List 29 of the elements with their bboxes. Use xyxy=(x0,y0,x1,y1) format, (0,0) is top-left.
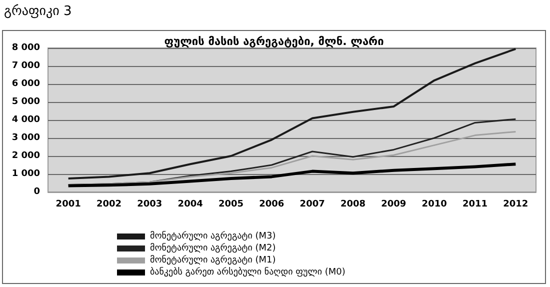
y-tick-label: 8 000 xyxy=(12,43,40,53)
legend-label: მონეტარული აგრეგატი (M1) xyxy=(150,254,276,266)
x-tick-label: 2001 xyxy=(56,200,81,210)
legend-label: მონეტარული აგრეგატი (M3) xyxy=(150,230,276,242)
x-tick-label: 2004 xyxy=(178,200,203,210)
y-tick-label: 6 000 xyxy=(12,79,40,89)
y-tick-label: 5 000 xyxy=(12,97,40,107)
text: გრაფიკი 3 xyxy=(4,4,72,19)
y-tick-label: 4 000 xyxy=(12,115,40,125)
y-tick-label: 7 000 xyxy=(12,61,40,71)
y-tick-label: 2 000 xyxy=(12,151,40,161)
chart-title: ფულის მასის აგრეგატები, მლნ. ლარი xyxy=(164,35,384,48)
x-tick-label: 2009 xyxy=(381,200,406,210)
x-tick-label: 2012 xyxy=(503,200,528,210)
y-tick-label: 1 000 xyxy=(12,169,40,179)
y-tick-label: 0 xyxy=(34,187,40,197)
x-tick-label: 2007 xyxy=(300,200,325,210)
x-tick-label: 2008 xyxy=(340,200,366,210)
x-tick-label: 2005 xyxy=(218,200,244,210)
x-tick-label: 2011 xyxy=(462,200,488,210)
line-series xyxy=(66,162,518,188)
legend-label: ბანკებს გარეთ არსებული ნაღდი ფული (M0) xyxy=(150,266,346,278)
x-tick-label: 2010 xyxy=(422,200,447,210)
x-tick-label: 2002 xyxy=(96,200,122,210)
legend-label: მონეტარული აგრეგატი (M2) xyxy=(150,242,276,254)
line-series xyxy=(67,48,517,180)
x-tick-label: 2006 xyxy=(259,200,284,210)
x-tick-label: 2003 xyxy=(137,200,162,210)
y-tick-label: 3 000 xyxy=(12,133,40,143)
